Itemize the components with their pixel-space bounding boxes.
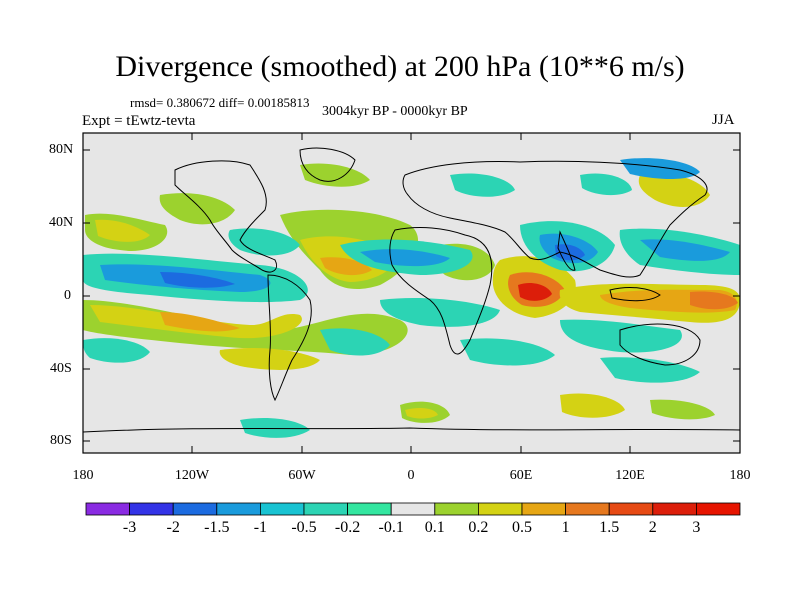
colorbar-swatch: [434, 502, 479, 516]
colorbar-label: -0.2: [334, 519, 361, 536]
negative-patch-soc-4: [240, 418, 310, 438]
colorbar-swatch: [477, 502, 523, 516]
colorbar-swatch: [565, 502, 610, 516]
colorbar-swatch: [390, 502, 436, 516]
positive-peak-atlantic: [320, 257, 372, 276]
negative-patch-spac-east: [320, 328, 390, 356]
negative-peak-india: [555, 244, 585, 261]
lat-label-80n: 80N: [49, 142, 74, 157]
colorbar-swatch: [521, 502, 566, 516]
colorbar-swatch: [696, 502, 741, 516]
lon-label-180w: 180: [72, 468, 94, 483]
colorbar-label: 0.2: [468, 519, 489, 536]
negative-patch-caribbean: [228, 228, 300, 256]
lon-ticks: [82, 133, 741, 453]
colorbar-label: -2: [166, 519, 180, 536]
negative-core-sahara: [360, 249, 450, 267]
colorbar-swatch: [652, 502, 697, 516]
positive-patch-soc-3: [650, 399, 715, 420]
colorbar-label: 1: [561, 519, 570, 536]
colorbar: [85, 502, 741, 516]
positive-patch-namer: [159, 193, 235, 225]
negative-patch-spac-west: [83, 338, 150, 363]
lon-label-120e: 120E: [615, 468, 645, 483]
colorbar-label: -1.5: [204, 519, 230, 536]
experiment-text: Expt = tEwtz-tevta: [82, 113, 196, 129]
negative-patch-spac-austral: [600, 357, 700, 383]
lat-ticks: [83, 149, 740, 442]
coastlines: [83, 147, 740, 433]
colorbar-swatch: [259, 502, 305, 516]
negative-patch-europe: [450, 173, 515, 197]
positive-core-soc-1: [405, 407, 438, 419]
negative-patch-sindian: [560, 319, 682, 353]
colorbar-swatch: [608, 502, 654, 516]
lon-label-60w: 60W: [288, 468, 316, 483]
colorbar-swatch: [303, 502, 348, 516]
colorbar-label: -3: [122, 519, 137, 536]
colorbar-label: 0.1: [424, 519, 445, 536]
colorbar-label: 1.5: [599, 519, 620, 536]
map-title: Divergence (smoothed) at 200 hPa (10**6 …: [115, 50, 685, 83]
lat-label-40s: 40S: [50, 361, 72, 376]
positive-core-nwpac: [95, 219, 150, 242]
colorbar-label: -0.1: [378, 519, 404, 536]
lon-label-120w: 120W: [174, 468, 210, 483]
positive-patch-arctic: [300, 163, 370, 187]
colorbar-label: -0.5: [291, 519, 317, 536]
colorbar-label: -1: [253, 519, 268, 536]
negative-patch-arctic-east: [620, 158, 700, 179]
negative-core-wnpac: [640, 239, 730, 261]
colorbar-swatch: [347, 502, 392, 516]
positive-patch-npac: [638, 173, 710, 207]
lat-label-80s: 80S: [50, 433, 72, 448]
positive-peak-south: [160, 312, 240, 332]
colorbar-swatch: [216, 502, 261, 516]
colorbar-label: 3: [692, 519, 701, 536]
lon-label-0: 0: [407, 468, 415, 483]
colorbar-swatch: [129, 502, 174, 516]
positive-patch-soc-2: [560, 393, 625, 418]
colorbar-swatch: [85, 502, 130, 516]
colorbar-label: 0.5: [512, 519, 532, 536]
positive-peak-wpac: [690, 291, 738, 310]
period-text: 3004kyr BP - 0000kyr BP: [322, 104, 468, 119]
lon-label-180e: 180: [729, 468, 751, 483]
negative-patch-sio: [460, 338, 555, 366]
colorbar-label: 2: [648, 519, 657, 536]
negative-patch-siberia: [580, 173, 632, 196]
colorbar-swatch: [172, 502, 218, 516]
lat-label-40n: 40N: [49, 215, 74, 230]
negative-peak-eqpac: [160, 272, 235, 288]
stats-text: rmsd= 0.380672 diff= 0.00185813: [130, 95, 310, 110]
lat-label-0: 0: [64, 288, 71, 303]
positive-peak-indian: [518, 283, 552, 301]
season-text: JJA: [712, 112, 735, 128]
lon-label-60e: 60E: [509, 468, 533, 483]
